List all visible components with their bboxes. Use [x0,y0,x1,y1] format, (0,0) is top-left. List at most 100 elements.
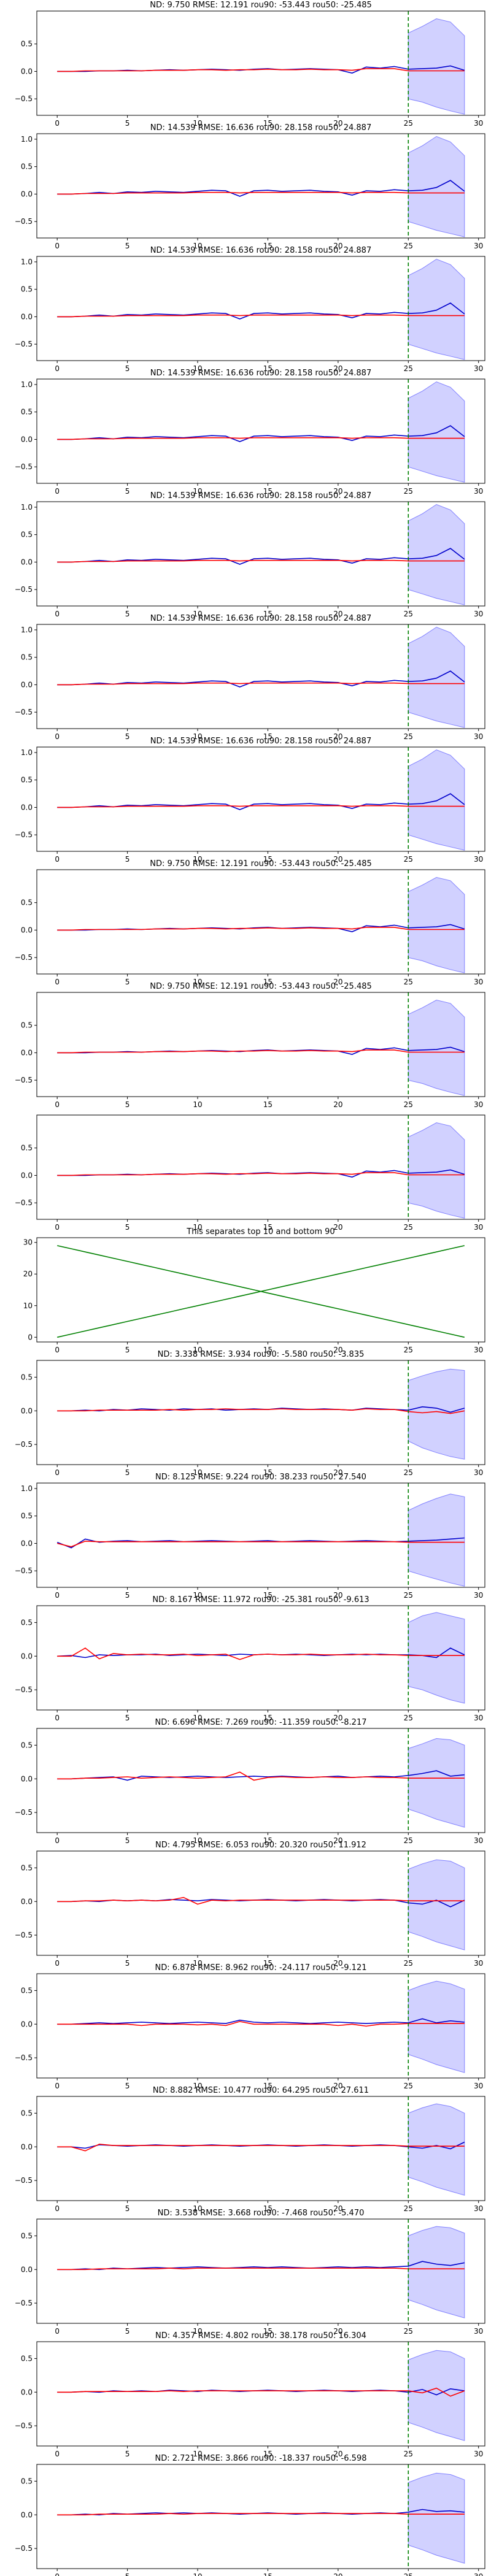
y-tick-label: 0.0 [21,2388,33,2396]
axes-frame [36,1605,485,1711]
x-tick-label: 25 [404,2082,413,2090]
y-tick-label: 0.5 [21,1512,33,1520]
target-line [57,1647,465,1658]
subplot-title: ND: 14.539 RMSE: 16.636 rou90: 28.158 ro… [150,369,371,378]
x-tick-label: 10 [193,487,202,496]
x-tick-label: 25 [404,2204,413,2213]
y-tick-label: −0.5 [15,830,33,839]
prediction-line [57,2513,465,2516]
x-tick-label: 0 [55,1223,60,1232]
axes-frame [36,624,485,729]
subplot-14: ND: 8.167 RMSE: 11.972 rou90: -25.381 ro… [15,1595,485,1722]
axes-frame [36,1360,485,1465]
x-tick-label: 20 [333,119,342,128]
subplot-title: ND: 9.750 RMSE: 12.191 rou90: -53.443 ro… [150,1,372,10]
prediction-line [57,927,465,931]
x-tick-label: 30 [474,487,483,496]
target-line [57,793,465,810]
y-tick-label: 0.5 [21,2477,33,2485]
x-tick-label: 30 [474,364,483,373]
target-line [57,670,465,688]
x-tick-label: 10 [193,978,202,986]
x-tick-label: 30 [474,978,483,986]
y-tick-label: −0.5 [15,94,33,103]
x-tick-label: 5 [125,610,130,618]
x-tick-label: 5 [125,364,130,373]
prediction-line [57,1408,465,1414]
x-tick-label: 15 [263,364,273,373]
y-tick-label: 0.5 [21,1863,33,1872]
subplot-title: ND: 9.750 RMSE: 12.191 rou90: -53.443 ro… [150,859,372,868]
y-tick-label: 0 [28,1333,33,1341]
prediction-interval [408,136,465,237]
x-tick-label: 20 [333,487,342,496]
x-tick-label: 25 [404,732,413,741]
x-tick-label: 5 [125,1468,130,1477]
x-tick-label: 25 [404,978,413,986]
y-tick-label: 30 [23,1238,33,1247]
x-tick-label: 0 [55,2572,60,2576]
x-tick-label: 25 [404,364,413,373]
y-tick-label: −0.5 [15,585,33,594]
x-tick-label: 15 [263,1468,273,1477]
prediction-line [57,314,465,318]
x-tick-label: 30 [474,1959,483,1968]
x-tick-label: 15 [263,487,273,496]
subplot-20: ND: 4.357 RMSE: 4.802 rou90: 38.178 rou5… [15,2331,485,2458]
y-tick-label: −0.5 [15,2421,33,2430]
y-tick-label: −0.5 [15,1440,33,1449]
x-tick-label: 15 [263,1346,273,1354]
y-tick-label: 0.5 [21,1021,33,1030]
prediction-interval [408,1738,465,1828]
x-tick-label: 0 [55,2204,60,2213]
x-tick-label: 0 [55,1346,60,1354]
x-tick-label: 10 [193,610,202,618]
x-tick-label: 20 [333,855,342,864]
subplot-1: ND: 9.750 RMSE: 12.191 rou90: -53.443 ro… [15,1,485,128]
prediction-interval [408,258,465,360]
prediction-interval [408,18,465,115]
x-tick-label: 20 [333,364,342,373]
x-tick-label: 25 [404,2327,413,2336]
x-tick-label: 15 [263,1714,273,1722]
prediction-interval [408,2103,465,2196]
x-tick-label: 25 [404,1346,413,1354]
y-tick-label: −0.5 [15,1931,33,1939]
x-tick-label: 30 [474,1346,483,1354]
x-tick-label: 15 [263,2204,273,2213]
x-tick-label: 10 [193,2082,202,2090]
y-tick-label: −0.5 [15,1808,33,1817]
subplot-3: ND: 14.539 RMSE: 16.636 rou90: 28.158 ro… [15,246,485,373]
x-tick-label: 10 [193,855,202,864]
x-tick-label: 10 [193,242,202,250]
subplot-title: ND: 2.721 RMSE: 3.866 rou90: -18.337 rou… [155,2454,366,2463]
subplot-12: ND: 3.338 RMSE: 3.934 rou90: -5.580 rou5… [15,1350,485,1477]
x-tick-label: 25 [404,119,413,128]
x-tick-label: 30 [474,1468,483,1477]
subplot-17: ND: 6.878 RMSE: 8.962 rou90: -24.117 rou… [15,1963,485,2090]
subplot-5: ND: 14.539 RMSE: 16.636 rou90: 28.158 ro… [15,491,485,618]
x-tick-label: 30 [474,2082,483,2090]
y-tick-label: −0.5 [15,462,33,471]
y-tick-label: −0.5 [15,2053,33,2062]
x-tick-label: 15 [263,1100,273,1109]
y-tick-label: 0.0 [21,1774,33,1783]
x-tick-label: 15 [263,242,273,250]
target-line [57,425,465,442]
x-tick-label: 30 [474,855,483,864]
x-tick-label: 0 [55,487,60,496]
prediction-interval [408,1368,465,1460]
y-tick-label: 0.0 [21,1897,33,1906]
x-tick-label: 30 [474,732,483,741]
x-tick-label: 10 [193,1714,202,1722]
x-tick-label: 25 [404,1100,413,1109]
y-tick-label: −0.5 [15,2544,33,2553]
y-tick-label: 0.0 [21,1406,33,1415]
x-tick-label: 5 [125,2082,130,2090]
prediction-interval [408,504,465,605]
axes-frame [36,378,485,484]
subplot-title: ND: 6.878 RMSE: 8.962 rou90: -24.117 rou… [155,1963,366,1972]
y-tick-label: 0.5 [21,1373,33,1381]
prediction-interval [408,2226,465,2318]
y-tick-label: 0.5 [21,2109,33,2117]
